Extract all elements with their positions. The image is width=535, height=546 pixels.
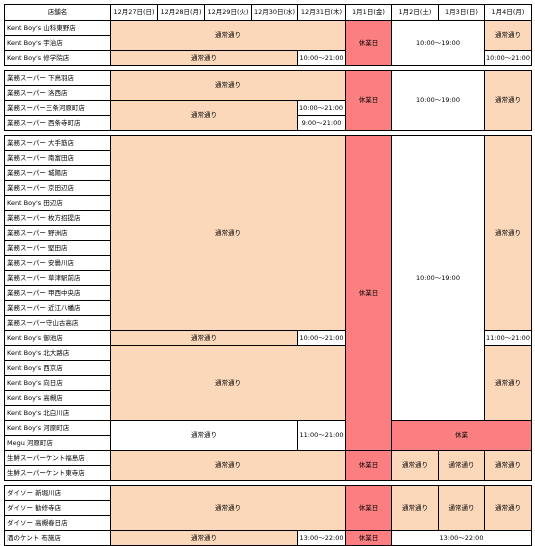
hours-cell: 10:00～21:00: [297, 100, 346, 116]
store-name: Kent Boy's 宇治店: [4, 35, 111, 51]
hours-cell: 通常通り: [437, 485, 485, 531]
store-name: 業務スーパー 安曇川店: [4, 255, 111, 271]
header-date: 1月1日(金): [344, 4, 392, 21]
hours-cell: 10:00～19:00: [390, 135, 485, 421]
table-row: 業務スーパー 西条寺町店 9:00～21:00: [4, 115, 532, 131]
table-row: Kent Boy's 修学院店 通常通り 10:00～21:00 10:00～2…: [4, 50, 532, 66]
hours-cell: 通常通り: [483, 20, 532, 51]
hours-cell: 通常通り: [483, 485, 532, 531]
store-name: 業務スーパー 城陽店: [4, 165, 111, 181]
header-date: 12月30日(水): [251, 4, 298, 21]
hours-cell: 通常通り: [110, 530, 298, 546]
table-row: Kent Boy's 河原町店 通常通り 11:00～21:00 休業: [4, 420, 532, 451]
hours-cell: 通常通り: [390, 450, 439, 481]
store-name: ダイソー 勧修寺店: [4, 500, 111, 516]
hours-cell: 10:00～21:00: [297, 50, 346, 66]
store-name: 業務スーパー 下鳥羽店: [4, 70, 111, 86]
header-row: 店舗名 12月27日(日) 12月28日(月) 12月29日(火) 12月30日…: [4, 4, 532, 21]
closed-cell: 休業日: [344, 135, 392, 451]
table-row: Kent Boy's 山科東野店 通常通り 休業日 10:00～19:00 通常…: [4, 20, 532, 66]
store-name: 業務スーパー 京田辺店: [4, 180, 111, 196]
header-date: 12月31日(木): [297, 4, 346, 21]
store-name: Kent Boy's 田辺店: [4, 195, 111, 211]
store-name: 業務スーパー 甲西中央店: [4, 285, 111, 301]
store-name: ダイソー 高槻春日店: [4, 515, 111, 531]
store-name: 業務スーパー 草津駅前店: [4, 270, 111, 286]
hours-cell: 通常通り: [110, 70, 346, 101]
table-row: 業務スーパー三条河原町店 通常通り 10:00～21:00: [4, 100, 532, 131]
hours-cell: 通常通り: [483, 450, 532, 481]
store-name: Kent Boy's 高槻店: [4, 390, 111, 406]
store-name: Kent Boy's 山科東野店: [4, 20, 111, 36]
store-name: 業務スーパー 野洲店: [4, 225, 111, 241]
closed-cell: 休業日: [344, 20, 392, 66]
store-name: Kent Boy's 北白川店: [4, 405, 111, 421]
header-date: 12月29日(火): [204, 4, 252, 21]
closed-cell: 休業日: [344, 485, 392, 531]
header-date: 1月2日(土): [390, 4, 439, 21]
hours-cell: 10:00～21:00: [297, 330, 346, 346]
hours-cell: 通常通り: [110, 345, 346, 421]
header-date: 1月3日(日): [437, 4, 485, 21]
store-name: 業務スーパー守山古高店: [4, 315, 111, 331]
store-name: 業務スーパー 西条寺町店: [4, 115, 111, 131]
closed-cell: 休業日: [344, 530, 392, 546]
store-name: 酒のケント 布施店: [4, 530, 111, 546]
table-row: ダイソー 新堀川店 通常通り 休業日 通常通り 通常通り 通常通り: [4, 485, 532, 531]
table-row: Kent Boy's 御池店 通常通り 10:00～21:00 11:00～21…: [4, 330, 532, 346]
hours-cell: 通常通り: [110, 420, 298, 451]
hours-cell: 通常通り: [437, 450, 485, 481]
closed-cell: 休業: [390, 420, 532, 451]
table-row: Kent Boy's 北大路店 通常通り 通常通り: [4, 345, 532, 421]
hours-cell: 11:00～21:00: [483, 330, 532, 346]
closed-cell: 休業日: [344, 70, 392, 131]
store-name: 業務スーパー 堅田店: [4, 240, 111, 256]
hours-cell: 10:00～21:00: [483, 50, 532, 66]
hours-cell: 11:00～21:00: [297, 420, 346, 451]
hours-cell: 13:00～22:00: [297, 530, 346, 546]
store-name: 業務スーパー三条河原町店: [4, 100, 111, 116]
hours-cell: 通常通り: [110, 330, 298, 346]
store-name: 業務スーパー 枚方招提店: [4, 210, 111, 226]
header-date: 1月4日(月): [483, 4, 532, 21]
store-name: 業務スーパー 洛西店: [4, 85, 111, 101]
store-name: 業務スーパー 近江八幡店: [4, 300, 111, 316]
table-row: 業務スーパー 下鳥羽店 通常通り 休業日 10:00～19:00 通常通り: [4, 70, 532, 131]
store-name: 業務スーパー 南富田店: [4, 150, 111, 166]
header-date: 12月27日(日): [110, 4, 158, 21]
header-store: 店舗名: [4, 4, 111, 21]
store-name: Kent Boy's 修学院店: [4, 50, 111, 66]
store-name: Kent Boy's 御池店: [4, 330, 111, 346]
store-name: Kent Boy's 北大路店: [4, 345, 111, 361]
hours-cell: 通常通り: [110, 50, 298, 66]
table-row: 生鮮スーパーケント福島店 通常通り 休業日 通常通り 通常通り 通常通り: [4, 450, 532, 481]
hours-cell: 通常通り: [110, 450, 346, 481]
hours-cell: 通常通り: [110, 485, 346, 531]
hours-cell: 10:00～19:00: [390, 20, 485, 66]
store-name: Kent Boy's 向日店: [4, 375, 111, 391]
hours-cell: 9:00～21:00: [297, 115, 346, 131]
header-date: 12月28日(月): [157, 4, 205, 21]
hours-cell: 通常通り: [483, 70, 532, 131]
hours-cell: 13:00～22:00: [390, 530, 532, 546]
store-name: 生鮮スーパーケント東寺店: [4, 465, 111, 481]
hours-cell: 通常通り: [110, 100, 298, 131]
holiday-hours-table: 店舗名 12月27日(日) 12月28日(月) 12月29日(火) 12月30日…: [4, 4, 532, 546]
store-name: ダイソー 新堀川店: [4, 485, 111, 501]
hours-cell: 通常通り: [390, 485, 439, 531]
store-name: Kent Boy's 西京店: [4, 360, 111, 376]
hours-cell: 通常通り: [110, 135, 346, 331]
store-name: 生鮮スーパーケント福島店: [4, 450, 111, 466]
hours-cell: 10:00～19:00: [390, 70, 485, 131]
closed-cell: 休業日: [344, 450, 392, 481]
table-row: 酒のケント 布施店 通常通り 13:00～22:00 休業日 13:00～22:…: [4, 530, 532, 546]
table-row: 業務スーパー 大手筋店 通常通り 休業日 10:00～19:00 通常通り: [4, 135, 532, 451]
hours-cell: 通常通り: [483, 135, 532, 331]
hours-cell: 通常通り: [110, 20, 346, 51]
hours-cell: 通常通り: [483, 345, 532, 421]
store-name: Megu 河原町店: [4, 435, 111, 451]
store-name: 業務スーパー 大手筋店: [4, 135, 111, 151]
store-name: Kent Boy's 河原町店: [4, 420, 111, 436]
